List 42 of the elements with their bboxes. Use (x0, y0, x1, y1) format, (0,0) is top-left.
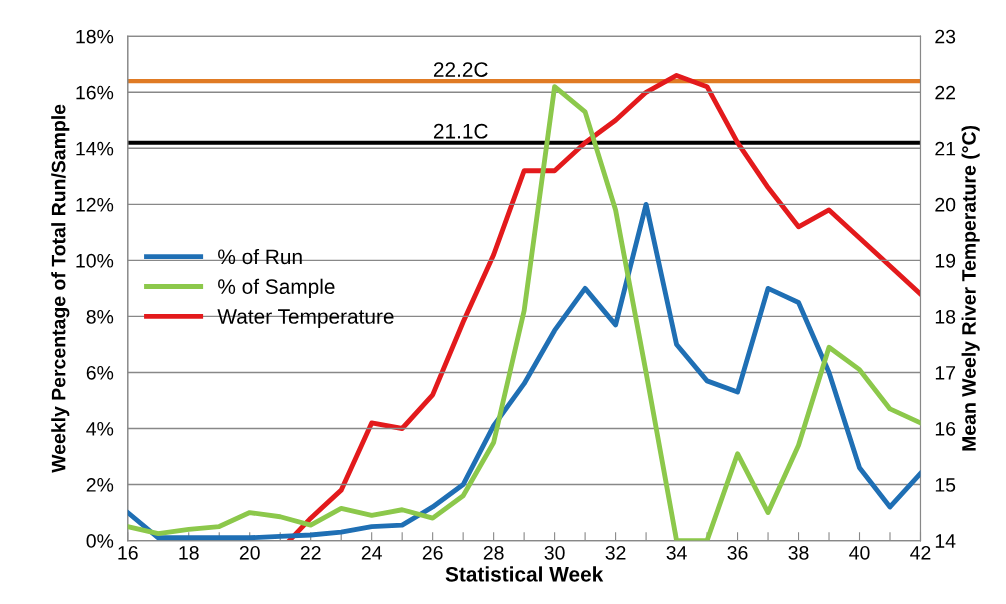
y2-tick-label: 15 (935, 478, 956, 492)
x-axis-title: Statistical Week (445, 566, 604, 582)
y2-tick-label: 16 (935, 421, 956, 436)
y2-tick-label: 23 (935, 29, 956, 44)
y2-tick-label: 14 (935, 534, 956, 548)
x-tick-label: 16 (118, 545, 138, 560)
x-tick-label: 34 (666, 545, 687, 560)
y2-tick-label: 17 (935, 366, 956, 380)
y-axis-title: Weekly Percentage of Total Run/Sample (51, 104, 70, 473)
y-tick-label: 14% (76, 141, 114, 156)
legend-label: Water Temperature (217, 309, 394, 328)
y-tick-label: 6% (86, 365, 114, 380)
y2-tick-label: 21 (935, 141, 956, 156)
y-tick-label: 4% (86, 422, 114, 436)
y-tick-label: 0% (86, 534, 114, 548)
y2-tick-label: 19 (935, 253, 956, 268)
y-tick-label: 12% (76, 197, 114, 212)
x-tick-label: 18 (179, 545, 199, 560)
x-tick-label: 30 (544, 545, 565, 560)
y2-tick-label: 20 (935, 197, 956, 212)
y2-tick-label: 18 (935, 309, 956, 324)
x-tick-label: 22 (300, 545, 321, 560)
x-tick-label: 40 (849, 545, 870, 560)
y-tick-label: 16% (76, 85, 114, 100)
legend-label: % of Run (218, 248, 302, 265)
x-tick-label: 36 (727, 545, 748, 560)
x-tick-label: 20 (239, 545, 260, 560)
x-tick-label: 26 (422, 545, 443, 560)
legend-label: % of Sample (218, 278, 335, 299)
ref-line-label: 22.2C (433, 62, 488, 77)
y2-axis-title: Mean Weely River Temperature (°C) (961, 125, 980, 451)
y-tick-label: 8% (86, 309, 114, 324)
ref-line-label: 21.1C (433, 123, 488, 139)
x-tick-label: 38 (788, 545, 809, 560)
y-tick-label: 18% (76, 29, 114, 44)
y-tick-label: 2% (86, 478, 114, 492)
y-tick-label: 10% (76, 253, 114, 268)
y2-tick-label: 22 (935, 85, 956, 100)
x-tick-label: 24 (361, 545, 382, 560)
x-tick-label: 28 (483, 545, 504, 560)
x-tick-label: 32 (605, 545, 626, 560)
x-tick-label: 42 (910, 545, 931, 560)
